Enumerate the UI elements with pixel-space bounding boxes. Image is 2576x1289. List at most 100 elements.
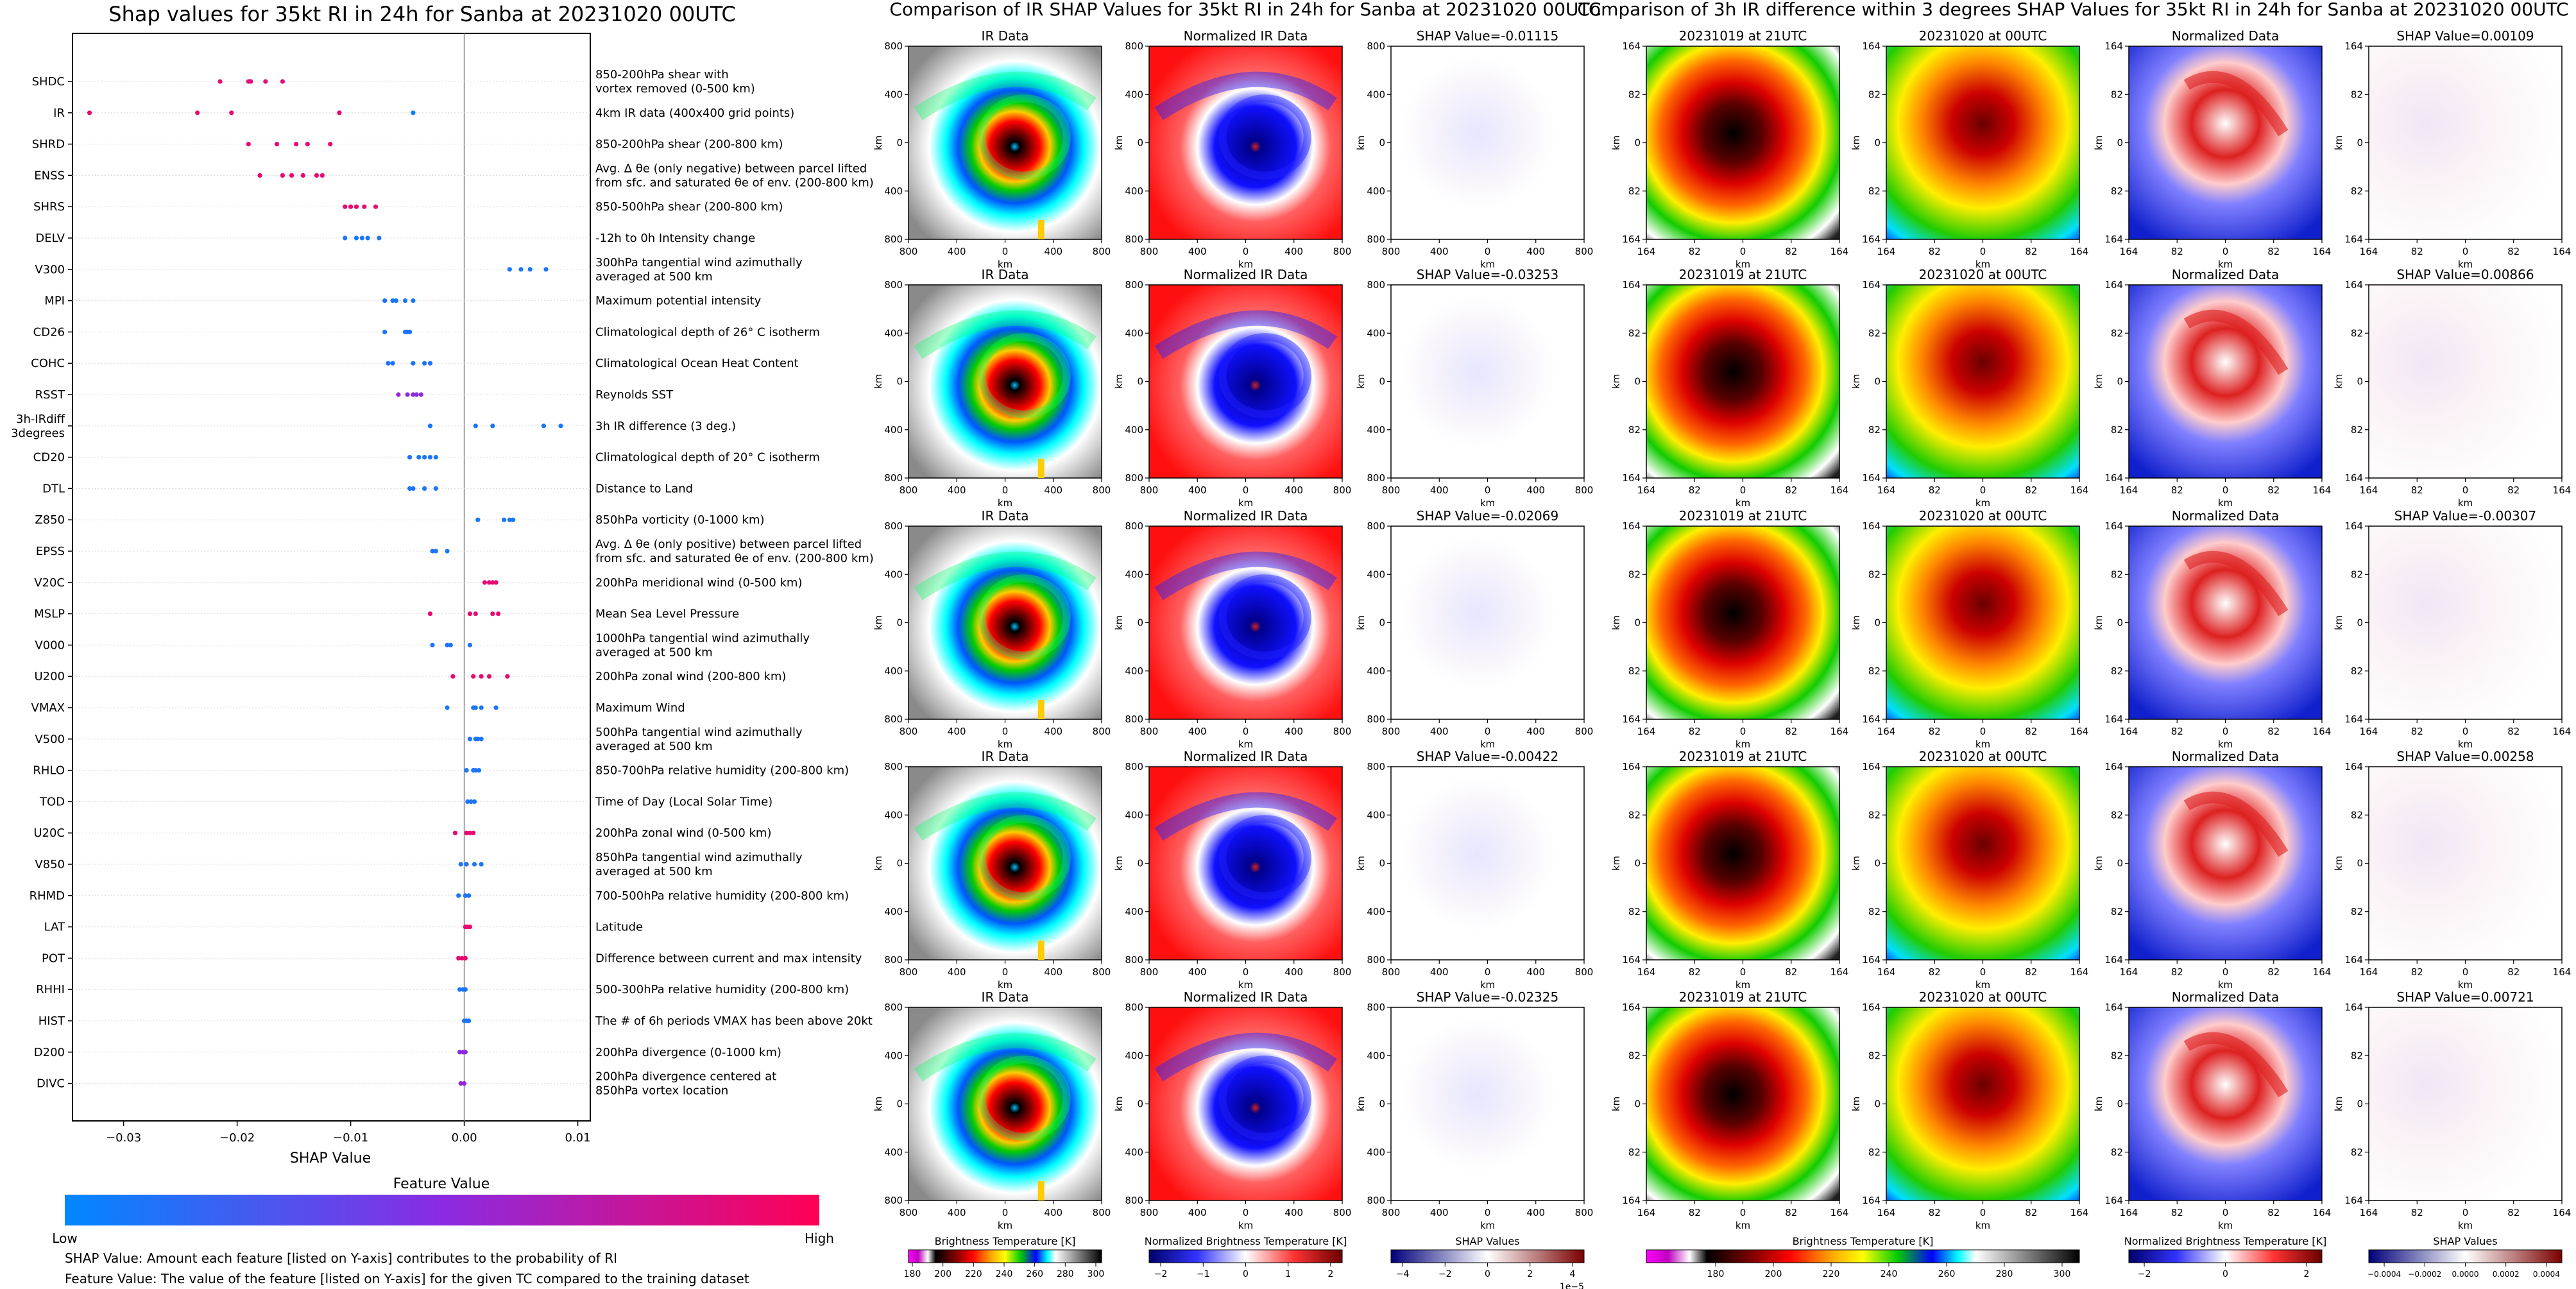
feature-description: 500hPa tangential wind azimuthally averag… [595,726,803,753]
x-tick-label: 800 [1333,484,1352,496]
y-tick-label: 164 [1862,954,1881,966]
x-axis-label: km [1480,259,1495,270]
feature-code-label: COHC [31,357,65,370]
colorbar-tick-label: 1 [1285,1269,1291,1279]
shap-point [450,674,456,679]
y-tick-label: 82 [1628,89,1641,100]
panel-image [2368,46,2563,240]
shap-point [463,955,468,960]
x-axis-label: km [1736,1220,1750,1231]
cloud-band [1154,1032,1337,1082]
x-tick-label: 0 [2462,484,2469,496]
x-tick-label: 164 [1830,726,1849,737]
y-tick-label: 0 [2357,858,2363,869]
shap-summary-plot: Shap values for 35kt RI in 24h for Sanba… [11,2,874,1286]
x-tick-label: 800 [1140,966,1159,978]
shap-point [382,329,388,335]
panel-title: 20231020 at 00UTC [1919,989,2047,1005]
y-tick-label: 82 [1628,327,1641,339]
x-tick-label: 164 [2553,1207,2572,1218]
colorbar-label: Brightness Temperature [K] [1793,1235,1934,1247]
y-tick-label: 0 [1137,617,1143,629]
feature-code-label: D200 [34,1046,65,1059]
feature-description: Mean Sea Level Pressure [595,608,739,621]
y-axis-label: km [1850,856,1862,871]
feature-row: V000 1000hPa tangential wind azimuthally a… [35,631,810,659]
y-tick-label: 82 [1868,1147,1881,1158]
y-tick-label: 82 [2111,568,2123,580]
shap-point [348,204,354,209]
x-tick-label: 82 [1929,484,1941,496]
x-tick-label: 800 [1575,246,1594,257]
x-axis-label: km [1736,979,1750,991]
y-tick-label: 0 [2117,376,2123,388]
x-tick-label: 164 [2360,246,2378,257]
x-tick-label: 800 [900,726,918,737]
x-axis-label: km [1238,259,1253,270]
cloud-ring [1218,574,1311,660]
shap-point [433,549,438,554]
cloud-ring [1218,1055,1311,1141]
x-tick-label: −0.02 [219,1131,255,1145]
panel-title: SHAP Value=-0.00422 [1417,749,1558,764]
x-tick-label: 0 [1002,1207,1009,1218]
x-tick-label: 400 [1188,726,1207,737]
colorbar-tick-label: −0.0004 [2367,1270,2401,1279]
y-tick-label: 164 [1862,1195,1881,1206]
x-tick-label: 82 [2171,484,2183,496]
land-mark [1037,458,1045,478]
panel-title: SHAP Value=0.00258 [2396,749,2534,764]
feature-description: 200hPa divergence centered at 850hPa vort… [595,1070,776,1098]
summary-plot-frame [72,33,591,1122]
x-axis-label: km [2458,259,2473,270]
x-tick-label: 800 [1575,966,1594,978]
x-tick-label: 0 [2222,246,2229,257]
y-axis-label: km [1850,135,1862,150]
y-tick-label: 800 [1125,234,1143,245]
feature-row: POT Difference between current and max in… [42,952,862,965]
shap-point [448,642,453,648]
y-tick-label: 164 [2344,1002,2363,1013]
x-tick-label: 82 [1929,726,1941,737]
shap-point [475,517,481,522]
feature-code-label: Z850 [35,513,65,527]
y-tick-label: 800 [1125,520,1143,532]
x-tick-label: 82 [1689,246,1701,257]
y-tick-label: 82 [2351,185,2363,197]
y-tick-label: 400 [1367,568,1385,580]
feature-code-label: V850 [35,858,65,871]
shap-point [328,142,333,147]
x-tick-label: 164 [2070,726,2089,737]
panel-title: 20231019 at 21UTC [1679,28,1807,44]
y-axis-label: km [2093,374,2104,389]
y-tick-label: 164 [1622,954,1641,966]
shap-point [280,79,286,84]
x-tick-label: 82 [2025,1207,2037,1218]
shap-point [377,235,382,241]
x-axis-label: km [1736,259,1750,270]
colorbar-tick-label: 0.0004 [2533,1270,2560,1279]
x-tick-label: 164 [2313,246,2332,257]
panel-title: 20231019 at 21UTC [1679,989,1807,1005]
y-tick-label: 800 [1367,520,1385,532]
x-tick-label: 82 [2411,484,2423,496]
feature-code-label: U200 [34,670,65,683]
x-tick-label: 82 [2507,1207,2520,1218]
x-tick-label: 0 [1980,726,1986,737]
shap-point [430,549,435,554]
feature-row: VMAX Maximum Wind [31,701,685,715]
y-axis-label: km [873,856,884,871]
colorbar-label: SHAP Values [2433,1235,2497,1247]
y-tick-label: 82 [1628,1147,1641,1158]
feature-code-label: CD20 [33,451,65,465]
x-tick-label: 82 [2025,246,2037,257]
feature-code-label: HIST [38,1014,65,1028]
feature-code-label: IR [53,107,65,120]
y-tick-label: 0 [896,1098,903,1110]
x-tick-label: 400 [1526,484,1545,496]
